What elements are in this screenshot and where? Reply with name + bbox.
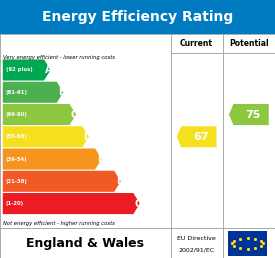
Polygon shape (229, 104, 269, 125)
Text: 75: 75 (245, 109, 260, 119)
Text: England & Wales: England & Wales (26, 237, 144, 250)
Text: 67: 67 (193, 132, 208, 142)
Polygon shape (3, 59, 51, 80)
Text: A: A (45, 65, 53, 75)
Text: (39-54): (39-54) (6, 157, 27, 162)
Text: (81-91): (81-91) (6, 90, 28, 95)
Text: B: B (58, 87, 65, 97)
Text: Current: Current (180, 39, 213, 48)
Polygon shape (177, 126, 216, 147)
Polygon shape (3, 82, 63, 103)
Text: Potential: Potential (229, 39, 269, 48)
Text: E: E (97, 154, 103, 164)
Polygon shape (3, 126, 89, 147)
Polygon shape (3, 149, 102, 170)
Text: F: F (116, 176, 122, 186)
Text: (55-68): (55-68) (6, 134, 28, 139)
Text: (1-20): (1-20) (6, 201, 24, 206)
Bar (228, 231, 267, 256)
Text: Very energy efficient - lower running costs: Very energy efficient - lower running co… (3, 55, 115, 60)
Text: EU Directive: EU Directive (177, 236, 216, 241)
Text: (92 plus): (92 plus) (6, 68, 32, 72)
Text: 2002/91/EC: 2002/91/EC (178, 247, 215, 252)
Text: Not energy efficient - higher running costs: Not energy efficient - higher running co… (3, 221, 115, 226)
Polygon shape (3, 171, 121, 192)
Text: C: C (71, 109, 78, 119)
Text: G: G (134, 199, 142, 208)
Polygon shape (3, 104, 76, 125)
Text: (69-80): (69-80) (6, 112, 28, 117)
Text: D: D (83, 132, 91, 142)
Polygon shape (3, 193, 140, 214)
Text: Energy Efficiency Rating: Energy Efficiency Rating (42, 10, 233, 24)
Text: (21-38): (21-38) (6, 179, 28, 184)
